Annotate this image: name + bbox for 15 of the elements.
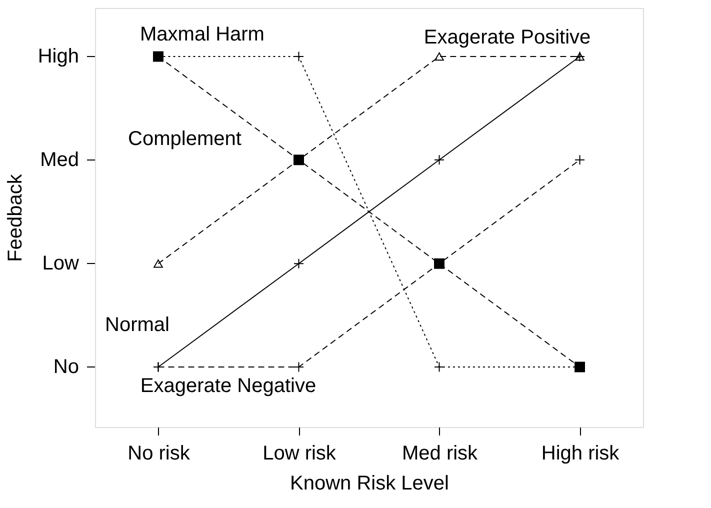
series-label: Maxmal Harm [140, 24, 264, 46]
x-tick-label: No risk [128, 442, 191, 464]
x-tick-label: High risk [541, 442, 620, 464]
x-tick-label: Med risk [402, 442, 479, 464]
text: No [53, 356, 79, 378]
x-tick-label: Low risk [262, 442, 337, 464]
series-label: Normal [105, 314, 170, 336]
series-label: Complement [128, 128, 242, 150]
text: Med [40, 149, 79, 172]
y-axis-title: Feedback [4, 173, 26, 262]
text: Low [42, 252, 80, 274]
x-axis-title: Known Risk Level [290, 472, 449, 494]
series-label: Exagerate Negative [140, 374, 316, 397]
text: High [38, 46, 79, 68]
series-label: Exagerate Positive [424, 26, 591, 49]
